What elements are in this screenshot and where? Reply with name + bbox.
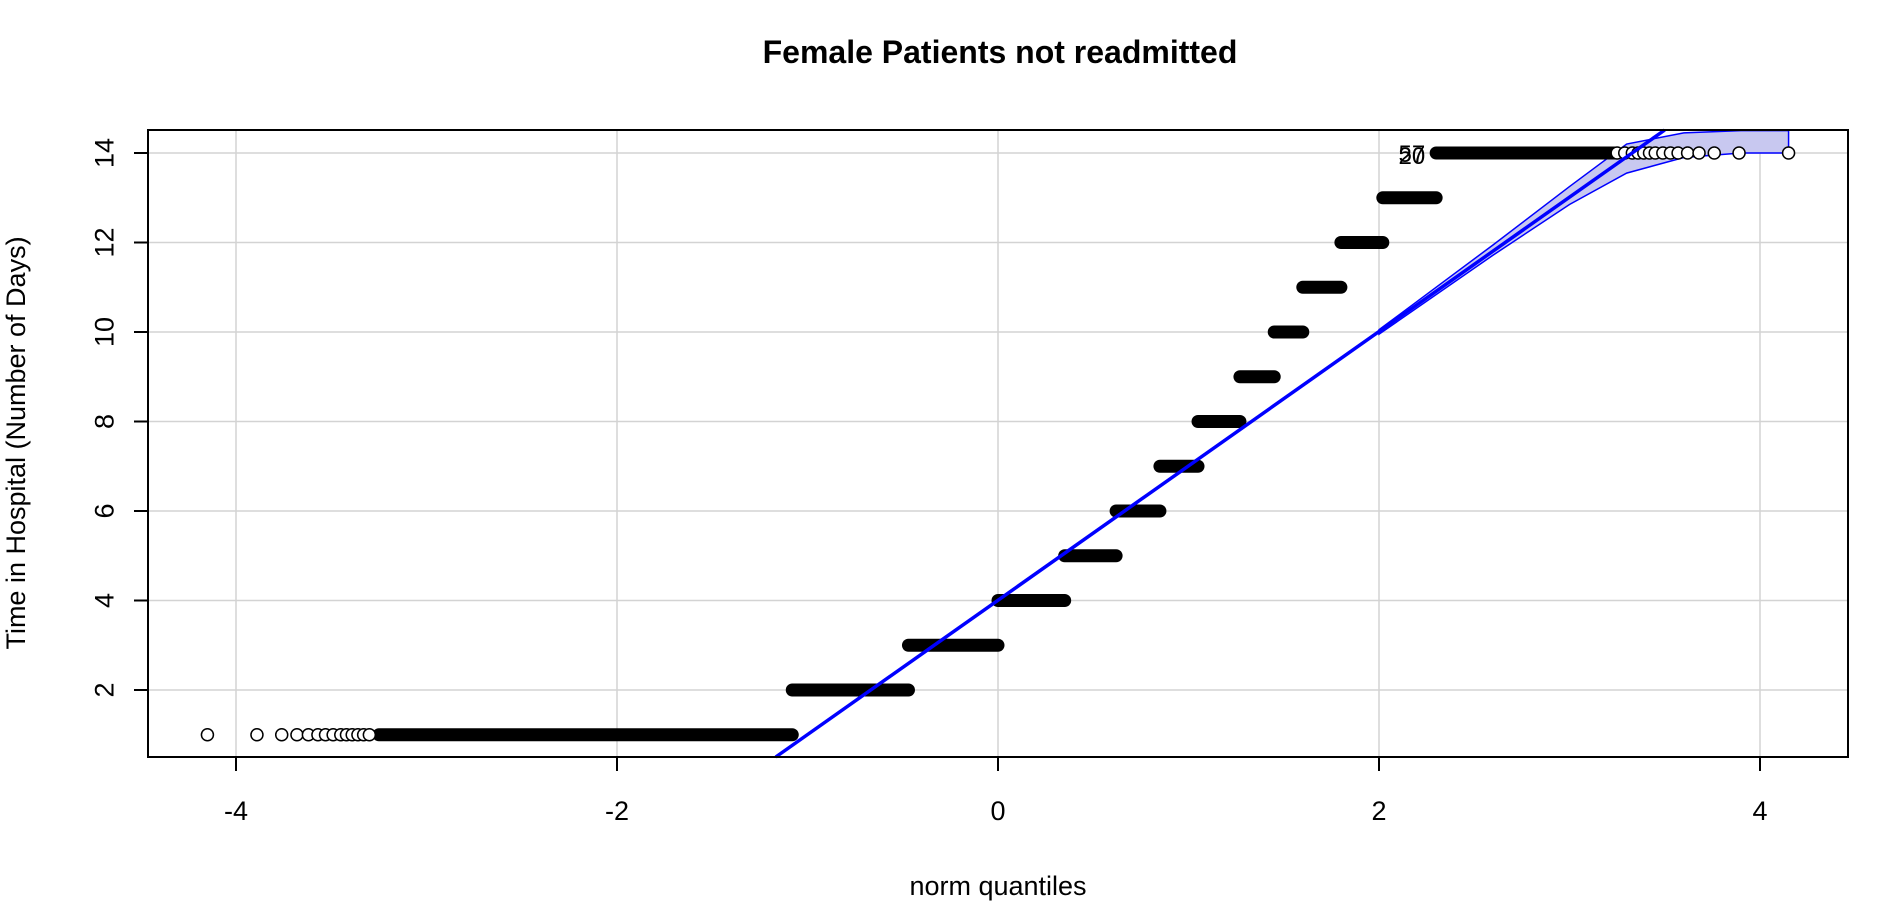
x-tick-label: 4	[1752, 796, 1767, 826]
y-tick-label: 8	[89, 414, 119, 429]
grid-lines	[148, 130, 1848, 757]
data-point	[1707, 146, 1722, 160]
qq-line	[774, 128, 1666, 759]
envelope-band	[1378, 129, 1790, 336]
y-tick-label: 10	[89, 317, 119, 347]
y-tick-label: 6	[89, 503, 119, 518]
data-point	[1680, 146, 1695, 160]
chart-title: Female Patients not readmitted	[763, 34, 1238, 70]
x-tick-label: 0	[990, 796, 1005, 826]
data-point	[250, 728, 264, 742]
data-point	[290, 728, 304, 742]
data-point	[200, 728, 215, 742]
x-tick-label: 2	[1371, 796, 1386, 826]
data-points	[200, 146, 1796, 742]
x-axis: -4 -2 0 2 4	[224, 756, 1768, 826]
y-tick-label: 4	[89, 593, 119, 608]
y-tick-label: 12	[89, 227, 119, 257]
data-point	[1732, 146, 1746, 160]
x-tick-label: -4	[224, 796, 248, 826]
x-axis-label: norm quantiles	[909, 871, 1086, 901]
y-tick-label: 2	[89, 682, 119, 697]
data-point	[1781, 146, 1796, 160]
x-tick-label: -2	[605, 796, 629, 826]
y-axis: 2 4 6 8 10 12 14	[89, 138, 149, 698]
point-label: 20	[1399, 143, 1426, 170]
y-axis-label: Time in Hospital (Number of Days)	[1, 236, 31, 649]
data-point	[362, 728, 377, 742]
point-label: 57	[1399, 141, 1426, 168]
reference-line	[774, 128, 1666, 759]
y-tick-label: 14	[89, 138, 119, 168]
data-point	[274, 728, 289, 742]
confidence-envelope	[1378, 129, 1790, 336]
data-point	[1692, 146, 1706, 160]
